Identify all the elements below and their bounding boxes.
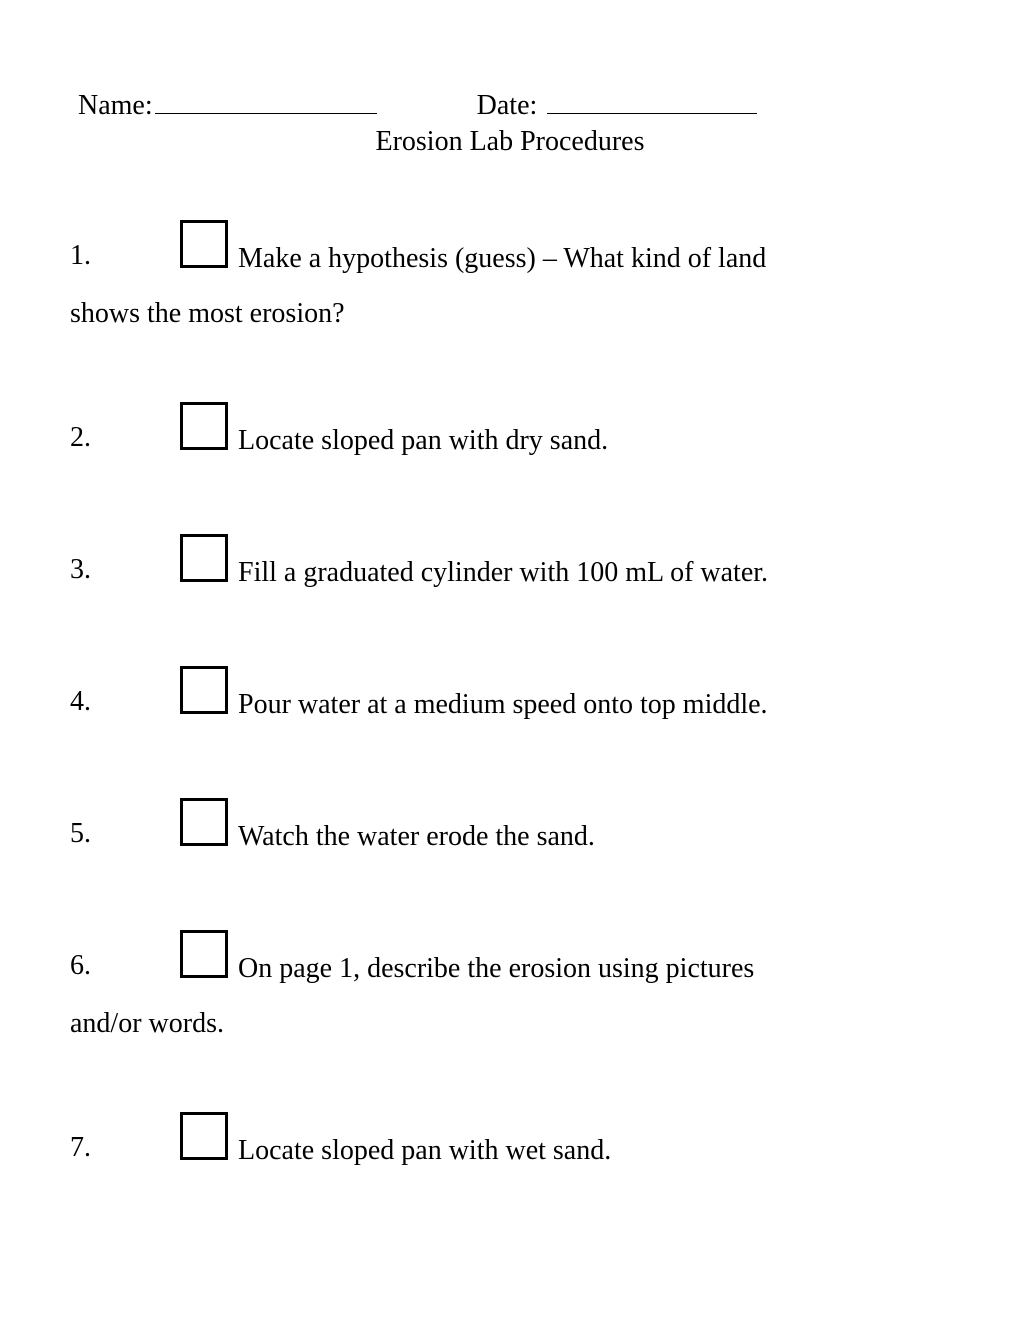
item-text-cont: shows the most erosion? bbox=[70, 298, 950, 330]
item-text: Make a hypothesis (guess) – What kind of… bbox=[238, 218, 766, 280]
item-text: Locate sloped pan with dry sand. bbox=[238, 400, 608, 462]
checkbox-icon[interactable] bbox=[180, 1112, 228, 1160]
item-text: Fill a graduated cylinder with 100 mL of… bbox=[238, 532, 768, 594]
list-item: 7. Locate sloped pan with wet sand. bbox=[70, 1110, 950, 1172]
item-number: 1. bbox=[70, 218, 180, 272]
name-label: Name: bbox=[78, 90, 153, 122]
item-number: 2. bbox=[70, 400, 180, 454]
item-text: On page 1, describe the erosion using pi… bbox=[238, 928, 754, 990]
item-text-cont: and/or words. bbox=[70, 1008, 950, 1040]
item-number: 5. bbox=[70, 796, 180, 850]
item-number: 7. bbox=[70, 1110, 180, 1164]
item-number: 3. bbox=[70, 532, 180, 586]
checkbox-icon[interactable] bbox=[180, 534, 228, 582]
list-item: 2. Locate sloped pan with dry sand. bbox=[70, 400, 950, 462]
checkbox-icon[interactable] bbox=[180, 666, 228, 714]
list-item: 1. Make a hypothesis (guess) – What kind… bbox=[70, 218, 950, 330]
checkbox-icon[interactable] bbox=[180, 798, 228, 846]
checkbox-icon[interactable] bbox=[180, 930, 228, 978]
checkbox-icon[interactable] bbox=[180, 220, 228, 268]
checkbox-icon[interactable] bbox=[180, 402, 228, 450]
name-blank[interactable] bbox=[155, 90, 377, 114]
item-number: 4. bbox=[70, 664, 180, 718]
item-text: Locate sloped pan with wet sand. bbox=[238, 1110, 611, 1172]
header-line: Name: Date: bbox=[70, 90, 950, 122]
list-item: 3. Fill a graduated cylinder with 100 mL… bbox=[70, 532, 950, 594]
date-blank[interactable] bbox=[547, 90, 757, 114]
item-text: Pour water at a medium speed onto top mi… bbox=[238, 664, 768, 726]
list-item: 6. On page 1, describe the erosion using… bbox=[70, 928, 950, 1040]
date-label: Date: bbox=[477, 90, 538, 122]
item-number: 6. bbox=[70, 928, 180, 982]
list-item: 5. Watch the water erode the sand. bbox=[70, 796, 950, 858]
item-text: Watch the water erode the sand. bbox=[238, 796, 595, 858]
page-title: Erosion Lab Procedures bbox=[70, 126, 950, 158]
list-item: 4. Pour water at a medium speed onto top… bbox=[70, 664, 950, 726]
